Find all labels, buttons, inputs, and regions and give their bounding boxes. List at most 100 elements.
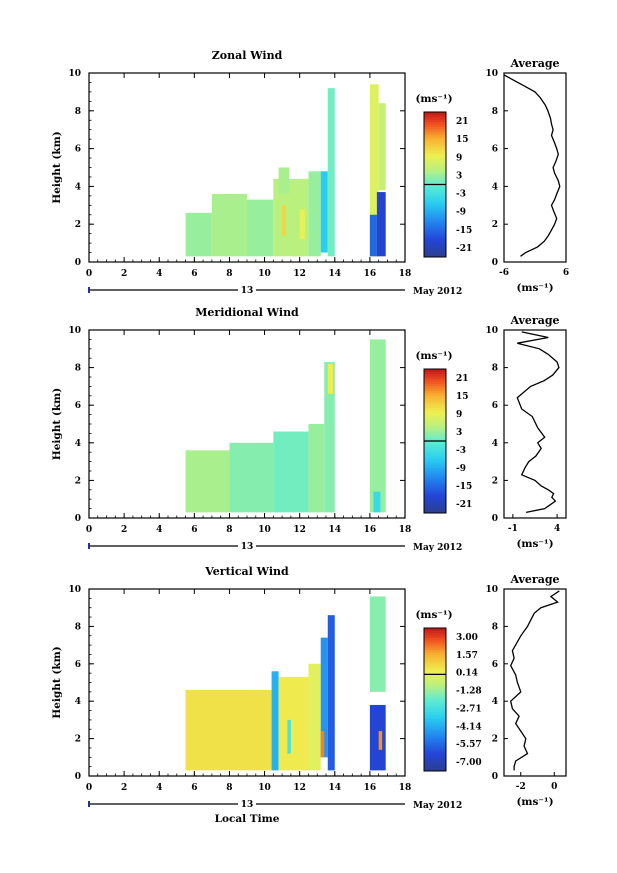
colorbar-swatch [424, 116, 446, 120]
x-tick-label: 6 [191, 783, 197, 793]
colorbar-swatch [424, 371, 446, 375]
colorbar-swatch [424, 242, 446, 246]
profile-y-tick-label: 8 [492, 107, 498, 117]
colorbar-swatch [424, 199, 446, 202]
colorbar-swatch [424, 153, 446, 156]
colorbar-swatch [424, 247, 446, 251]
colorbar-swatch [424, 740, 446, 743]
colorbar-swatch [424, 182, 446, 185]
x-tick-label: 16 [364, 525, 377, 535]
colorbar-swatch [424, 165, 446, 169]
data-block [369, 214, 377, 257]
profile-y-tick-label: 2 [492, 735, 498, 745]
profile-title: Average [509, 314, 559, 327]
colorbar-swatch [424, 160, 446, 164]
colorbar-swatch [424, 254, 446, 258]
colorbar-swatch [424, 711, 446, 715]
colorbar-swatch [424, 697, 446, 700]
y-tick-label: 2 [75, 735, 81, 745]
x-tick-label: 6 [191, 269, 197, 279]
profile-x-label: (ms⁻¹) [516, 796, 553, 808]
x-tick-label: 14 [329, 525, 342, 535]
colorbar-swatch [424, 405, 446, 408]
profile-frame [503, 72, 567, 263]
data-block [308, 663, 321, 771]
colorbar-swatch [424, 678, 446, 681]
colorbar-swatch [424, 378, 446, 382]
data-block [282, 205, 286, 236]
y-tick-label: 0 [75, 514, 81, 524]
colorbar-swatch [424, 639, 446, 643]
colorbar-swatch [424, 157, 446, 161]
data-block [378, 731, 383, 750]
colorbar-tick-label: -1.28 [456, 687, 482, 697]
colorbar-swatch [424, 670, 446, 674]
colorbar-tick-label: 3 [456, 428, 462, 438]
profile-line [509, 590, 560, 771]
x-tick-label: 10 [258, 783, 271, 793]
colorbar-tick-label: -15 [456, 482, 472, 492]
profile-frame [503, 588, 567, 777]
data-block [369, 339, 386, 513]
colorbar-swatch [424, 628, 446, 631]
colorbar-swatch [424, 395, 446, 399]
data-block [185, 450, 230, 513]
colorbar-swatch [424, 429, 446, 432]
y-tick-label: 8 [75, 622, 81, 632]
colorbar-frame [423, 627, 447, 772]
y-tick-label: 4 [75, 439, 81, 449]
x-tick-label: 0 [86, 525, 92, 535]
colorbar-tick-label: -5.57 [456, 740, 482, 750]
colorbar-swatch [424, 203, 446, 207]
colorbar-swatch [424, 383, 446, 387]
colorbar-swatch [424, 220, 446, 224]
data-block [278, 676, 309, 771]
colorbar-swatch [424, 501, 446, 504]
colorbar-swatch [424, 136, 446, 140]
colorbar-swatch [424, 448, 446, 452]
x-tick-label: 0 [86, 783, 92, 793]
data-block [324, 361, 335, 513]
colorbar-swatch [424, 768, 446, 772]
colorbar-swatch [424, 692, 446, 696]
colorbar-swatch [424, 189, 446, 193]
colorbar-swatch [424, 186, 446, 190]
x-tick-label: 16 [364, 269, 377, 279]
colorbar-swatch [424, 201, 446, 205]
colorbar-swatch [424, 637, 446, 641]
colorbar-swatch [424, 172, 446, 176]
colorbar-swatch [424, 194, 446, 198]
colorbar-swatch [424, 438, 446, 442]
colorbar-swatch [424, 493, 446, 497]
colorbar-swatch [424, 635, 446, 639]
colorbar-swatch [424, 228, 446, 231]
colorbar-swatch [424, 503, 446, 507]
colorbar-swatch [424, 235, 446, 239]
colorbar-swatch [424, 737, 446, 741]
colorbar-swatch [424, 417, 446, 420]
profile-title: Average [509, 57, 559, 70]
colorbar-swatch [424, 170, 446, 173]
colorbar-swatch [424, 376, 446, 380]
colorbar-swatch [424, 630, 446, 634]
panel-0: Zonal Wind 0 2 4 6 8 10 12 14 16 18 0 2 4 6 8 10 Height (… [51, 49, 569, 297]
colorbar-swatch [424, 680, 446, 684]
x-tick-label: 10 [258, 525, 271, 535]
colorbar-swatch [424, 498, 446, 502]
colorbar-swatch [424, 720, 446, 724]
x-tick-label: 0 [86, 269, 92, 279]
colorbar-swatch [424, 206, 446, 210]
colorbar-swatch [424, 426, 446, 430]
date-day-label: 13 [241, 542, 254, 552]
colorbar-tick-label: 3 [456, 171, 462, 181]
colorbar-swatch [424, 421, 446, 425]
y-axis-label: Height (km) [51, 646, 63, 718]
colorbar-swatch [424, 230, 446, 234]
data-block [378, 103, 386, 191]
colorbar-swatch [424, 725, 446, 729]
data-block [320, 171, 328, 253]
data-block [308, 424, 325, 513]
colorbar-swatch [424, 453, 446, 456]
colorbar-swatch [424, 218, 446, 222]
colorbar-swatch [424, 400, 446, 404]
